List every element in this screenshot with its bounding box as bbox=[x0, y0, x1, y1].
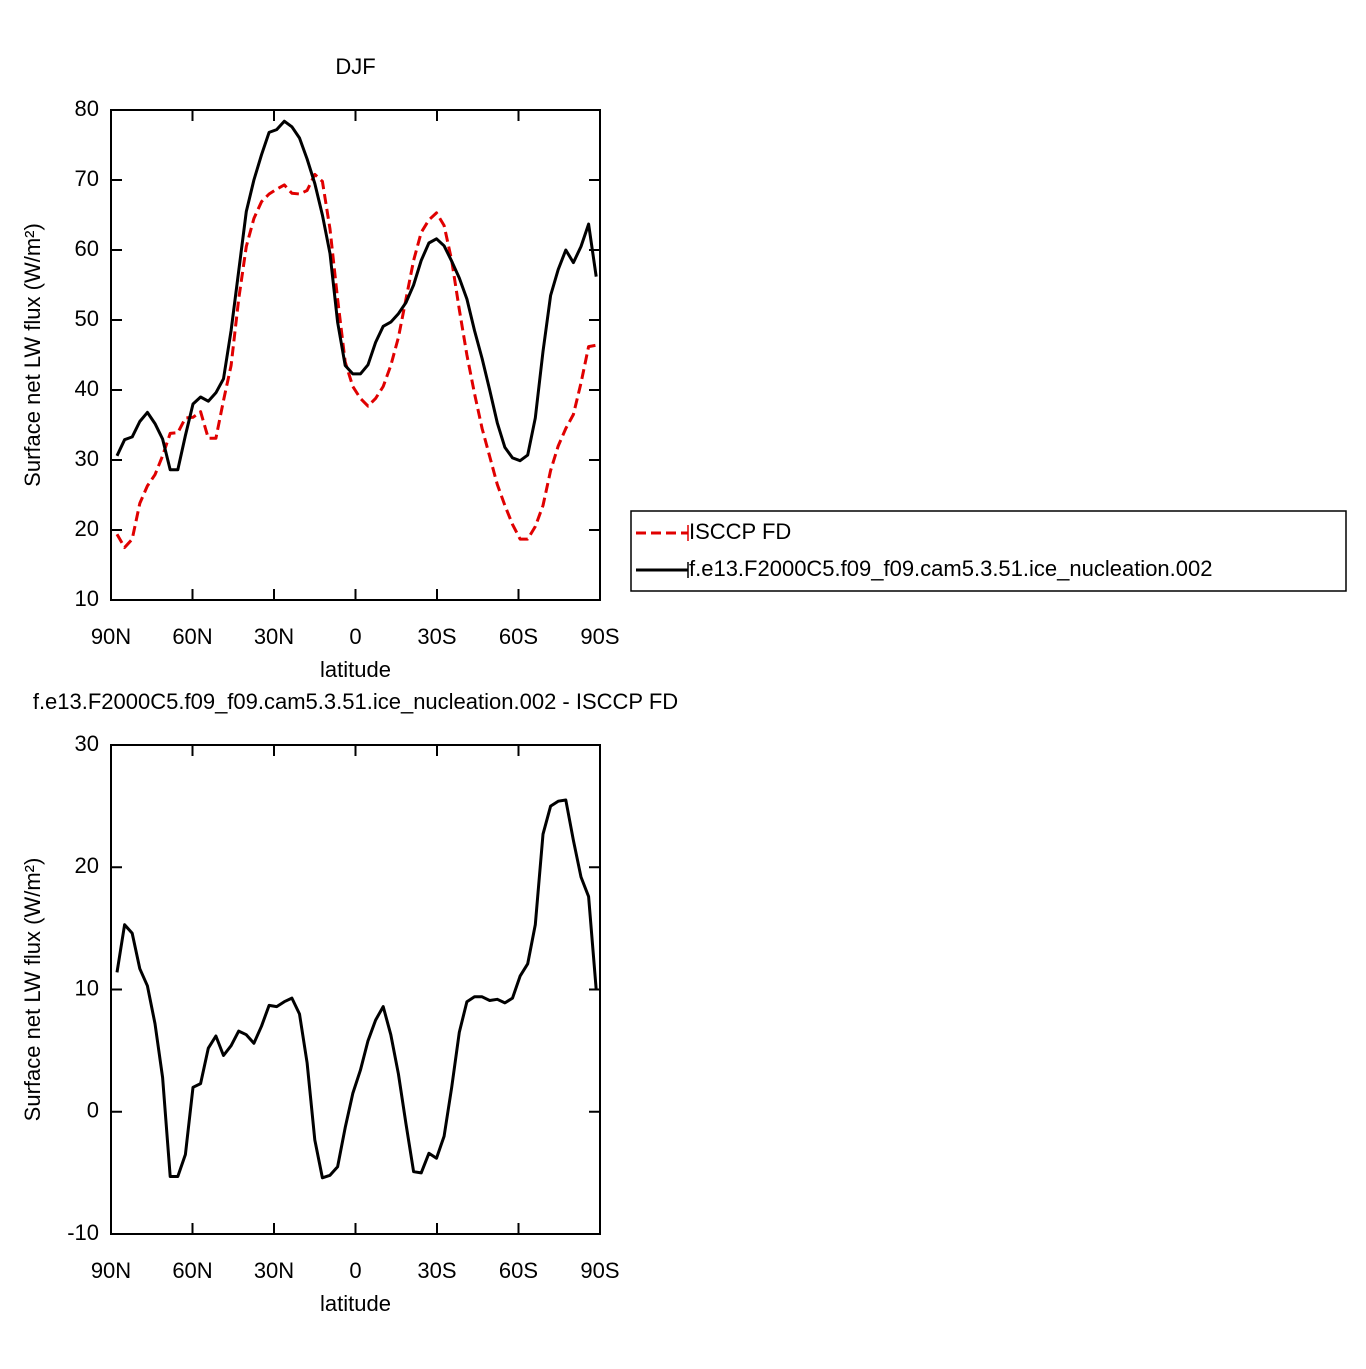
legend-label: ISCCP FD bbox=[689, 519, 791, 544]
x-tick-label: 30N bbox=[254, 624, 294, 649]
y-tick-label: 60 bbox=[75, 236, 99, 261]
x-tick-label: 90N bbox=[91, 624, 131, 649]
series-line bbox=[115, 172, 597, 549]
y-tick-label: 40 bbox=[75, 376, 99, 401]
x-axis-label: latitude bbox=[320, 657, 391, 682]
y-tick-label: 80 bbox=[75, 96, 99, 121]
y-tick-label: 0 bbox=[87, 1098, 99, 1123]
x-tick-label: 90S bbox=[580, 1258, 619, 1283]
plot-frame bbox=[110, 109, 601, 601]
x-axis-label: latitude bbox=[320, 1291, 391, 1316]
x-tick-label: 90S bbox=[580, 624, 619, 649]
legend-box bbox=[630, 510, 1347, 592]
legend-label: f.e13.F2000C5.f09_f09.cam5.3.51.ice_nucl… bbox=[689, 556, 1213, 581]
y-tick-label: 50 bbox=[75, 306, 99, 331]
y-tick-label: 20 bbox=[75, 516, 99, 541]
series-line bbox=[115, 119, 598, 472]
chart-title: f.e13.F2000C5.f09_f09.cam5.3.51.ice_nucl… bbox=[33, 689, 678, 714]
x-tick-label: 0 bbox=[349, 624, 361, 649]
plot-frame bbox=[110, 744, 601, 1235]
x-tick-label: 60N bbox=[172, 1258, 212, 1283]
x-tick-label: 60N bbox=[172, 624, 212, 649]
y-axis-label: Surface net LW flux (W/m²) bbox=[20, 858, 45, 1122]
chart-title: DJF bbox=[335, 54, 375, 79]
x-tick-label: 0 bbox=[349, 1258, 361, 1283]
x-tick-label: 30N bbox=[254, 1258, 294, 1283]
y-tick-label: 10 bbox=[75, 586, 99, 611]
x-tick-label: 30S bbox=[417, 624, 456, 649]
x-tick-label: 90N bbox=[91, 1258, 131, 1283]
series-line bbox=[115, 798, 598, 1180]
y-tick-label: 30 bbox=[75, 446, 99, 471]
x-tick-label: 60S bbox=[499, 1258, 538, 1283]
x-tick-label: 60S bbox=[499, 624, 538, 649]
x-tick-label: 30S bbox=[417, 1258, 456, 1283]
y-tick-label: 20 bbox=[75, 853, 99, 878]
y-axis-label: Surface net LW flux (W/m²) bbox=[20, 223, 45, 487]
y-tick-label: 10 bbox=[75, 975, 99, 1000]
y-tick-label: -10 bbox=[67, 1220, 99, 1245]
y-tick-label: 30 bbox=[75, 731, 99, 756]
y-tick-label: 70 bbox=[75, 166, 99, 191]
